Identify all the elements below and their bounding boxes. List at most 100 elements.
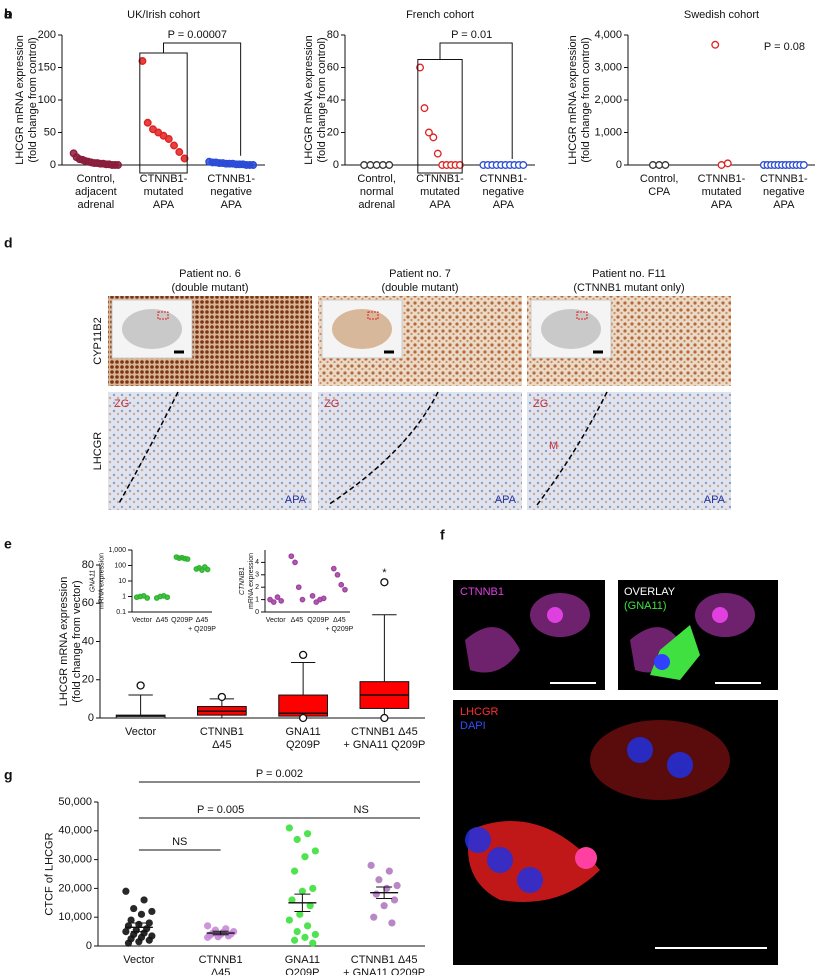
column-title: Patient no. 7 [389,268,451,280]
p-value: P = 0.00007 [168,29,227,41]
data-point [293,835,301,844]
data-point [274,594,281,600]
y-tick-label: 80 [82,559,94,571]
x-tick-label: CTNNB1- [140,173,188,185]
x-tick-label: mutated [420,186,460,198]
y-axis-label: (fold change from vector) [71,580,83,702]
data-point [334,571,341,578]
y-tick-label: 40 [327,94,339,106]
data-point [288,553,295,560]
x-tick-label: Δ45 [196,617,209,624]
y-tick-label: 30,000 [58,854,92,866]
y-tick-label: 10 [118,578,126,585]
y-tick-label: 0 [50,159,56,171]
nucleus [465,827,491,853]
data-point [224,932,233,940]
y-tick-label: 2 [255,584,259,591]
y-tick-label: 60 [82,597,94,609]
y-tick-label: 20 [327,126,339,138]
x-tick-label: adjacent [75,186,117,198]
y-tick-label: 100 [114,562,126,569]
ihc-image [527,392,731,510]
x-tick-label: + GNA11 Q209P [343,967,425,975]
y-tick-label: 40 [82,635,94,647]
significance-bracket [439,42,513,159]
x-tick-label: CTNNB1- [479,173,527,185]
nucleus [712,607,728,623]
zone-label: ZG [114,398,129,410]
data-point [661,161,670,169]
data-point [122,928,130,936]
data-point [122,887,130,895]
x-tick-label: Control, [357,173,396,185]
data-point [290,936,299,944]
cell [465,627,520,673]
data-point [342,586,348,593]
data-point [309,593,316,599]
comparison-label: P = 0.005 [197,804,244,816]
data-point [388,919,396,927]
data-point [204,922,212,930]
data-point [519,161,528,169]
data-point [140,896,148,904]
data-point [299,596,306,603]
data-point [144,595,151,601]
data-point [330,565,337,572]
x-tick-label: Vector [132,617,153,624]
x-tick-label: adrenal [77,199,114,211]
y-tick-label: 4,000 [594,29,622,41]
x-tick-label: GNA11 [285,954,320,966]
data-point [292,559,298,566]
y-axis-label: CTCF of LHCGR [44,832,56,915]
data-point [137,910,146,918]
data-point [295,584,302,591]
x-tick-label: negative [763,186,805,198]
x-tick-label: + Q209P [188,626,216,633]
x-tick-label: APA [153,199,175,211]
thumbnail-tissue [122,309,182,349]
comparison-label: NS [172,836,187,848]
y-tick-label: 20,000 [58,882,92,894]
channel-label: LHCGR [460,706,499,718]
data-point [143,118,152,127]
data-point [420,104,429,113]
chart-title: UK/Irish cohort [127,9,200,21]
y-tick-label: 20 [82,674,94,686]
data-point [429,133,438,142]
panel-letter: e [4,536,12,552]
y-tick-label: 3,000 [594,61,622,73]
data-point [424,128,433,137]
data-point [145,936,153,944]
y-tick-label: 1,000 [594,126,622,138]
y-tick-label: 80 [327,29,339,41]
data-point [180,154,189,163]
x-tick-label: + Q209P [325,626,353,633]
data-point [145,919,153,927]
nucleus [667,752,693,778]
cell [590,720,730,800]
data-point [170,141,178,150]
data-point [393,881,401,890]
zone-label: APA [704,494,726,506]
data-point [293,928,301,936]
panel-letter: f [440,527,445,543]
nucleus [547,607,563,623]
zone-label: ZG [324,398,339,410]
y-tick-label: 2,000 [594,94,622,106]
data-point [309,939,317,947]
column-title: Patient no. 6 [179,268,241,280]
thumbnail-tissue [332,309,392,349]
x-tick-label: negative [483,186,525,198]
nucleus [487,847,513,873]
comparison-label: P = 0.002 [256,768,303,780]
channel-label: DAPI [460,720,486,732]
region-marker [576,311,588,320]
channel-label: CTNNB1 [460,586,504,598]
y-tick-label: 1 [122,593,126,600]
data-point [655,161,664,169]
y-tick-label: 0 [88,712,94,724]
panel-letter: c [4,6,12,22]
x-tick-label: normal [360,186,394,198]
ihc-image [108,392,312,510]
